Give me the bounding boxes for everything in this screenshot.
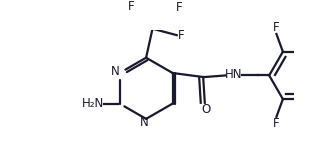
Text: HN: HN [225,68,243,81]
Text: H₂N: H₂N [82,97,104,110]
Text: N: N [140,116,149,129]
Text: F: F [273,21,280,34]
Text: F: F [177,29,184,42]
Text: F: F [176,1,183,14]
Text: O: O [202,103,211,116]
Text: F: F [273,117,280,130]
Text: F: F [127,0,134,13]
Text: N: N [111,65,120,78]
